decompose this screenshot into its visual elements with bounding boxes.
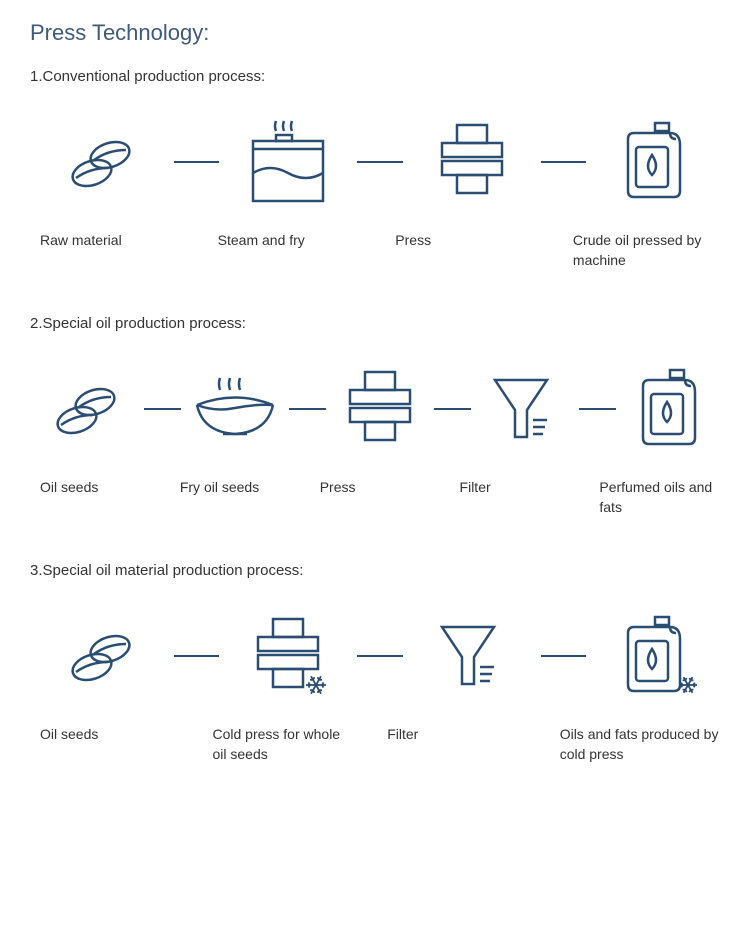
seeds-icon — [45, 360, 135, 460]
process-step — [40, 607, 170, 707]
seeds-icon — [60, 113, 150, 213]
step-label: Filter — [460, 478, 560, 498]
step-label: Oils and fats produced by cold press — [560, 725, 720, 764]
step-label: Press — [320, 478, 420, 498]
process-step — [223, 607, 353, 707]
filter-icon — [432, 607, 512, 707]
process-row — [30, 360, 720, 460]
step-label: Crude oil pressed by machine — [573, 231, 720, 270]
process-heading: 1.Conventional production process: — [30, 68, 720, 85]
connector — [174, 161, 219, 163]
process-row — [30, 113, 720, 213]
press-icon — [422, 113, 522, 213]
labels-row: Raw material Steam and fry Press Crude oil … — [30, 231, 720, 270]
process-step — [407, 607, 537, 707]
step-label: Perfumed oils and fats — [599, 478, 720, 517]
connector — [144, 408, 181, 410]
step-label: Press — [395, 231, 525, 251]
bottle-icon — [625, 360, 715, 460]
process-step — [590, 607, 720, 707]
process-step — [590, 113, 720, 213]
filter-icon — [485, 360, 565, 460]
process-step — [40, 360, 140, 460]
step-label: Filter — [387, 725, 517, 745]
process-step — [330, 360, 430, 460]
labels-row: Oil seeds Cold press for whole oil seeds F… — [30, 725, 720, 764]
pot-icon — [238, 113, 338, 213]
seeds-icon — [60, 607, 150, 707]
bowl-icon — [185, 360, 285, 460]
step-label: Raw material — [40, 231, 170, 251]
connector — [579, 408, 616, 410]
press-icon — [330, 360, 430, 460]
process-step — [223, 113, 353, 213]
press_cold-icon — [238, 607, 338, 707]
process-row — [30, 607, 720, 707]
connector — [357, 655, 402, 657]
connector — [174, 655, 219, 657]
process-heading: 2.Special oil production process: — [30, 315, 720, 332]
process-step — [40, 113, 170, 213]
bottle-icon — [610, 113, 700, 213]
connector — [357, 161, 402, 163]
labels-row: Oil seeds Fry oil seeds Press Filter Perfume… — [30, 478, 720, 517]
step-label: Fry oil seeds — [180, 478, 280, 498]
process-step — [185, 360, 285, 460]
connector — [541, 655, 586, 657]
bottle_cold-icon — [610, 607, 700, 707]
diagram-content: 1.Conventional production process: — [30, 68, 720, 765]
step-label: Oil seeds — [40, 725, 170, 745]
step-label: Cold press for whole oil seeds — [212, 725, 344, 764]
process-step — [620, 360, 720, 460]
process-step — [475, 360, 575, 460]
process-step — [407, 113, 537, 213]
process-heading: 3.Special oil material production proces… — [30, 562, 720, 579]
page-title: Press Technology: — [30, 20, 720, 46]
connector — [541, 161, 586, 163]
connector — [289, 408, 326, 410]
connector — [434, 408, 471, 410]
step-label: Steam and fry — [218, 231, 348, 251]
step-label: Oil seeds — [40, 478, 140, 498]
